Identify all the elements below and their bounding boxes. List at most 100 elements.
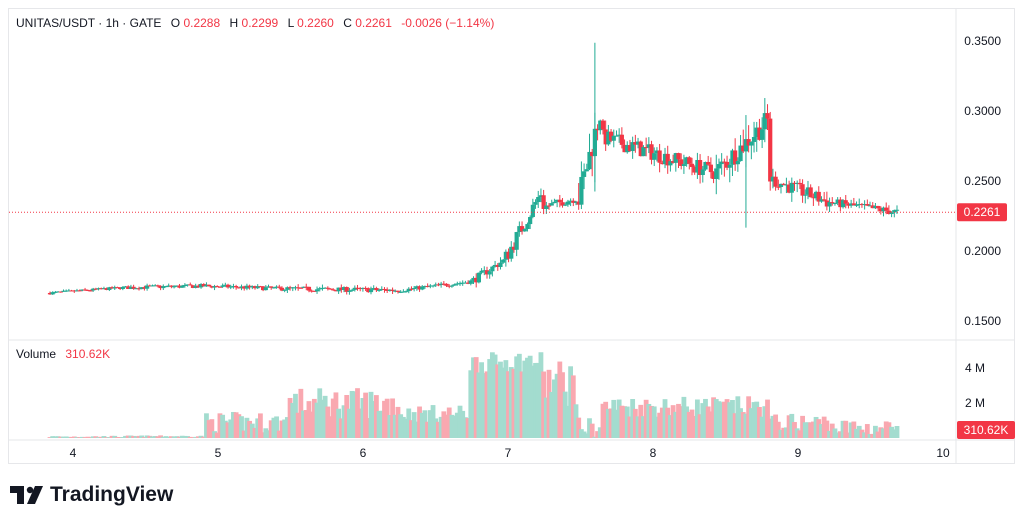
candle-body [312, 290, 317, 292]
volume-bar [220, 414, 226, 438]
volume-bar [635, 416, 641, 438]
volume-bar [452, 415, 458, 438]
candle-body [341, 287, 347, 290]
volume-bar [66, 436, 72, 438]
candle-body [201, 284, 206, 287]
price-tick: 0.2000 [964, 244, 1001, 258]
price-tick: 0.3500 [964, 34, 1001, 48]
candle-body [862, 204, 867, 206]
time-tick: 7 [505, 446, 512, 460]
volume-bar [743, 413, 749, 438]
tradingview-brand[interactable]: TradingView [10, 483, 173, 507]
candle-body [792, 182, 797, 184]
volume-bar [873, 425, 878, 438]
candle-body [344, 287, 349, 292]
volume-bar [870, 433, 876, 438]
candle-body [325, 287, 330, 289]
volume-bar [198, 435, 204, 438]
volume-bar [468, 370, 474, 438]
candle-body [225, 284, 231, 288]
volume-bar [751, 402, 757, 438]
volume-bar [851, 421, 857, 438]
volume-bar [786, 415, 792, 438]
volume-bar [96, 437, 101, 438]
candle-body [487, 271, 492, 275]
volume-bar [487, 359, 493, 438]
volume-bar [279, 420, 285, 438]
volume-bar [263, 428, 269, 438]
volume-bar [759, 416, 765, 438]
volume-bar [344, 395, 350, 438]
candle-body [517, 226, 522, 233]
volume-bar [883, 421, 889, 438]
candle-body [333, 290, 339, 292]
candle-body [403, 291, 409, 293]
candle-body [849, 203, 854, 206]
candle-body [646, 144, 651, 148]
candle-body [549, 203, 554, 206]
volume-bar [255, 418, 261, 438]
volume-bar [276, 430, 282, 438]
open-label: O [171, 16, 180, 30]
candle-body [563, 204, 568, 206]
candle-body [846, 203, 851, 206]
candle-body [778, 183, 784, 187]
candle-body [455, 283, 460, 285]
last-price-tag-bg [957, 203, 1007, 222]
volume-bar [792, 422, 797, 438]
volume-bar [225, 422, 231, 438]
volume-bar [174, 436, 180, 438]
candle-body [565, 201, 571, 205]
candle-body [296, 287, 301, 289]
candle-body [301, 286, 306, 288]
candle-body [536, 197, 541, 203]
candle-body [339, 287, 344, 290]
candlestick-chart[interactable]: UNITAS/USDT · 1h · GATE O 0.2288 H 0.229… [0, 0, 1024, 470]
volume-bar [392, 414, 398, 438]
volume-bar [444, 414, 449, 438]
volume-bar [387, 415, 393, 438]
candle-body [163, 286, 169, 288]
candle-body [271, 287, 276, 289]
volume-bar [495, 364, 501, 438]
volume-bar [379, 410, 385, 438]
candle-body [360, 287, 366, 289]
candle-body [787, 184, 792, 193]
candle-body [182, 285, 187, 287]
candle-body [120, 286, 125, 289]
candle-body [88, 290, 93, 292]
candle-body [714, 168, 719, 179]
volume-bar [489, 352, 495, 438]
volume-bar [74, 436, 80, 438]
candle-body [514, 232, 519, 250]
volume-bar [50, 436, 56, 438]
candle-body [557, 199, 562, 203]
volume-bar [789, 413, 795, 438]
volume-bar [231, 411, 236, 438]
candle-body [145, 285, 150, 289]
volume-bar [163, 436, 169, 438]
candle-body [115, 287, 120, 289]
time-tick: 4 [70, 446, 77, 460]
volume-bar [724, 399, 730, 438]
candle-body [735, 161, 740, 165]
candle-body [209, 286, 214, 288]
candle-body [447, 285, 452, 287]
volume-bar [436, 421, 441, 438]
candle-body [476, 272, 481, 283]
candle-body [198, 284, 204, 288]
candle-body [247, 285, 252, 288]
candle-body [180, 285, 185, 288]
volume-bar [473, 357, 479, 438]
volume-bar [117, 437, 123, 438]
volume-bar [848, 422, 854, 438]
candle-body [816, 191, 821, 202]
volume-bar [193, 436, 199, 438]
candle-body [749, 141, 754, 146]
volume-bar [182, 435, 188, 438]
volume-bar [686, 411, 692, 438]
volume-bar [195, 436, 201, 438]
volume-bar [862, 432, 868, 438]
volume-bar [605, 408, 611, 438]
candle-body [50, 292, 55, 295]
